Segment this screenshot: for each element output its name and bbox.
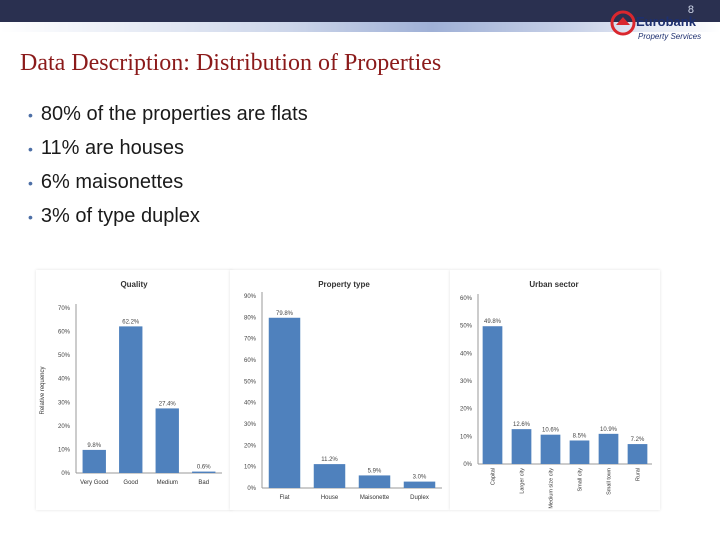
bar <box>598 433 619 464</box>
y-tick-label: 30% <box>460 379 473 385</box>
header-bar: 8 <box>0 0 720 22</box>
y-tick-label: 40% <box>58 377 71 383</box>
bullet-dot-icon: • <box>28 208 33 225</box>
slide-number: 8 <box>687 4 694 16</box>
x-tick-label: Good <box>123 480 138 486</box>
bullet-text: 6% maisonettes <box>40 171 184 193</box>
data-label: 10.9% <box>600 427 618 433</box>
y-tick-label: 0% <box>61 471 70 477</box>
y-tick-label: 70% <box>58 306 71 312</box>
x-tick-label: Larger city <box>520 468 526 494</box>
y-tick-label: 50% <box>460 324 473 330</box>
x-tick-label: Duplex <box>410 495 429 501</box>
data-label: 8.5% <box>573 433 587 439</box>
y-tick-label: 40% <box>244 401 257 407</box>
y-tick-label: 60% <box>244 358 257 364</box>
x-tick-label: Small city <box>578 468 584 492</box>
bar <box>119 326 143 473</box>
logo-tagline: Property Services <box>638 32 702 41</box>
urban-sector-chart-panel: Urban sector 0% 10% 20% 30% 40% 50% 60% 49.8% Cap… <box>450 270 660 510</box>
data-label: 5.9% <box>368 468 382 474</box>
data-label: 10.6% <box>542 428 560 434</box>
bullet-text: 80% of the properties are flats <box>40 103 308 125</box>
bar <box>82 449 106 473</box>
y-tick-label: 90% <box>244 294 257 300</box>
y-tick-label: 60% <box>460 296 473 302</box>
bar <box>403 481 436 488</box>
x-tick-label: Small town <box>607 468 613 495</box>
x-tick-label: Medium size city <box>549 468 555 509</box>
y-tick-label: 40% <box>460 351 473 357</box>
bullet-dot-icon: • <box>28 106 33 123</box>
data-label: 62.2% <box>122 319 140 325</box>
bullet-dot-icon: • <box>28 174 33 191</box>
bullet-item: • 11% are houses <box>28 134 308 168</box>
x-tick-label: Medium <box>157 480 178 486</box>
y-tick-label: 0% <box>247 486 256 492</box>
property-type-chart: Property type 0% 10% 20% 30% 40% 50% 60% 70% 80% 9… <box>244 280 442 501</box>
y-tick-label: 50% <box>58 353 71 359</box>
chart-title: Property type <box>318 280 370 289</box>
logo-mark-icon <box>610 10 636 36</box>
y-tick-label: 30% <box>58 400 71 406</box>
bar <box>313 464 346 488</box>
bar <box>358 475 391 488</box>
y-tick-label: 20% <box>460 407 473 413</box>
x-tick-label: Very Good <box>80 480 108 486</box>
chart-title: Urban sector <box>529 280 578 289</box>
bullet-item: • 3% of type duplex <box>28 202 308 236</box>
bullet-item: • 80% of the properties are flats <box>28 100 308 134</box>
x-tick-label: Rural <box>636 468 642 481</box>
chart-title: Quality <box>120 280 148 289</box>
bullet-dot-icon: • <box>28 140 33 157</box>
x-tick-label: House <box>321 495 339 501</box>
bar <box>540 434 561 464</box>
x-tick-label: Flat <box>279 495 289 501</box>
data-label: 3.0% <box>413 475 427 481</box>
bullet-text: 3% of type duplex <box>40 205 200 227</box>
quality-chart: Quality Relative requency 0% 10% 20% 30% 40% 50… <box>40 280 222 486</box>
urban-sector-chart: Urban sector 0% 10% 20% 30% 40% 50% 60% 49.8% Cap… <box>460 280 652 509</box>
y-tick-label: 70% <box>244 337 257 343</box>
y-tick-label: 10% <box>460 434 473 440</box>
bullet-list: • 80% of the properties are flats • 11% ar… <box>28 100 308 236</box>
data-label: 49.8% <box>484 319 502 325</box>
data-label: 12.6% <box>513 422 531 428</box>
bar <box>192 471 216 473</box>
x-tick-label: Maisonette <box>360 495 390 501</box>
bar <box>627 444 648 464</box>
y-tick-label: 50% <box>244 379 257 385</box>
header-gradient <box>0 22 720 32</box>
x-tick-label: Capital <box>491 468 497 485</box>
bar <box>569 440 590 464</box>
y-tick-label: 20% <box>244 443 257 449</box>
y-tick-label: 0% <box>463 462 472 468</box>
y-tick-label: 20% <box>58 424 71 430</box>
property-type-chart-panel: Property type 0% 10% 20% 30% 40% 50% 60% 70% 80% 9… <box>230 270 450 510</box>
y-tick-label: 60% <box>58 330 71 336</box>
data-label: 11.2% <box>321 457 338 463</box>
y-tick-label: 10% <box>244 465 257 471</box>
y-tick-label: 30% <box>244 422 257 428</box>
logo-brand: Eurobank <box>636 14 696 29</box>
bar <box>482 326 503 464</box>
bullet-item: • 6% maisonettes <box>28 168 308 202</box>
y-tick-label: 80% <box>244 315 257 321</box>
data-label: 7.2% <box>631 437 645 443</box>
bar <box>511 429 532 464</box>
bullet-text: 11% are houses <box>40 137 184 159</box>
bar <box>268 317 301 488</box>
data-label: 27.4% <box>159 401 177 407</box>
eurobank-logo: Eurobank Property Services <box>608 8 708 48</box>
bar <box>155 408 179 473</box>
slide-title: Data Description: Distribution of Proper… <box>20 50 442 76</box>
y-axis-label: Relative requency <box>40 366 46 414</box>
data-label: 9.8% <box>87 443 101 449</box>
y-tick-label: 10% <box>58 447 71 453</box>
data-label: 79.8% <box>276 311 294 317</box>
data-label: 0.6% <box>197 465 211 471</box>
x-tick-label: Bad <box>198 480 209 486</box>
quality-chart-panel: Quality Relative requency 0% 10% 20% 30% 40% 50… <box>36 270 232 510</box>
